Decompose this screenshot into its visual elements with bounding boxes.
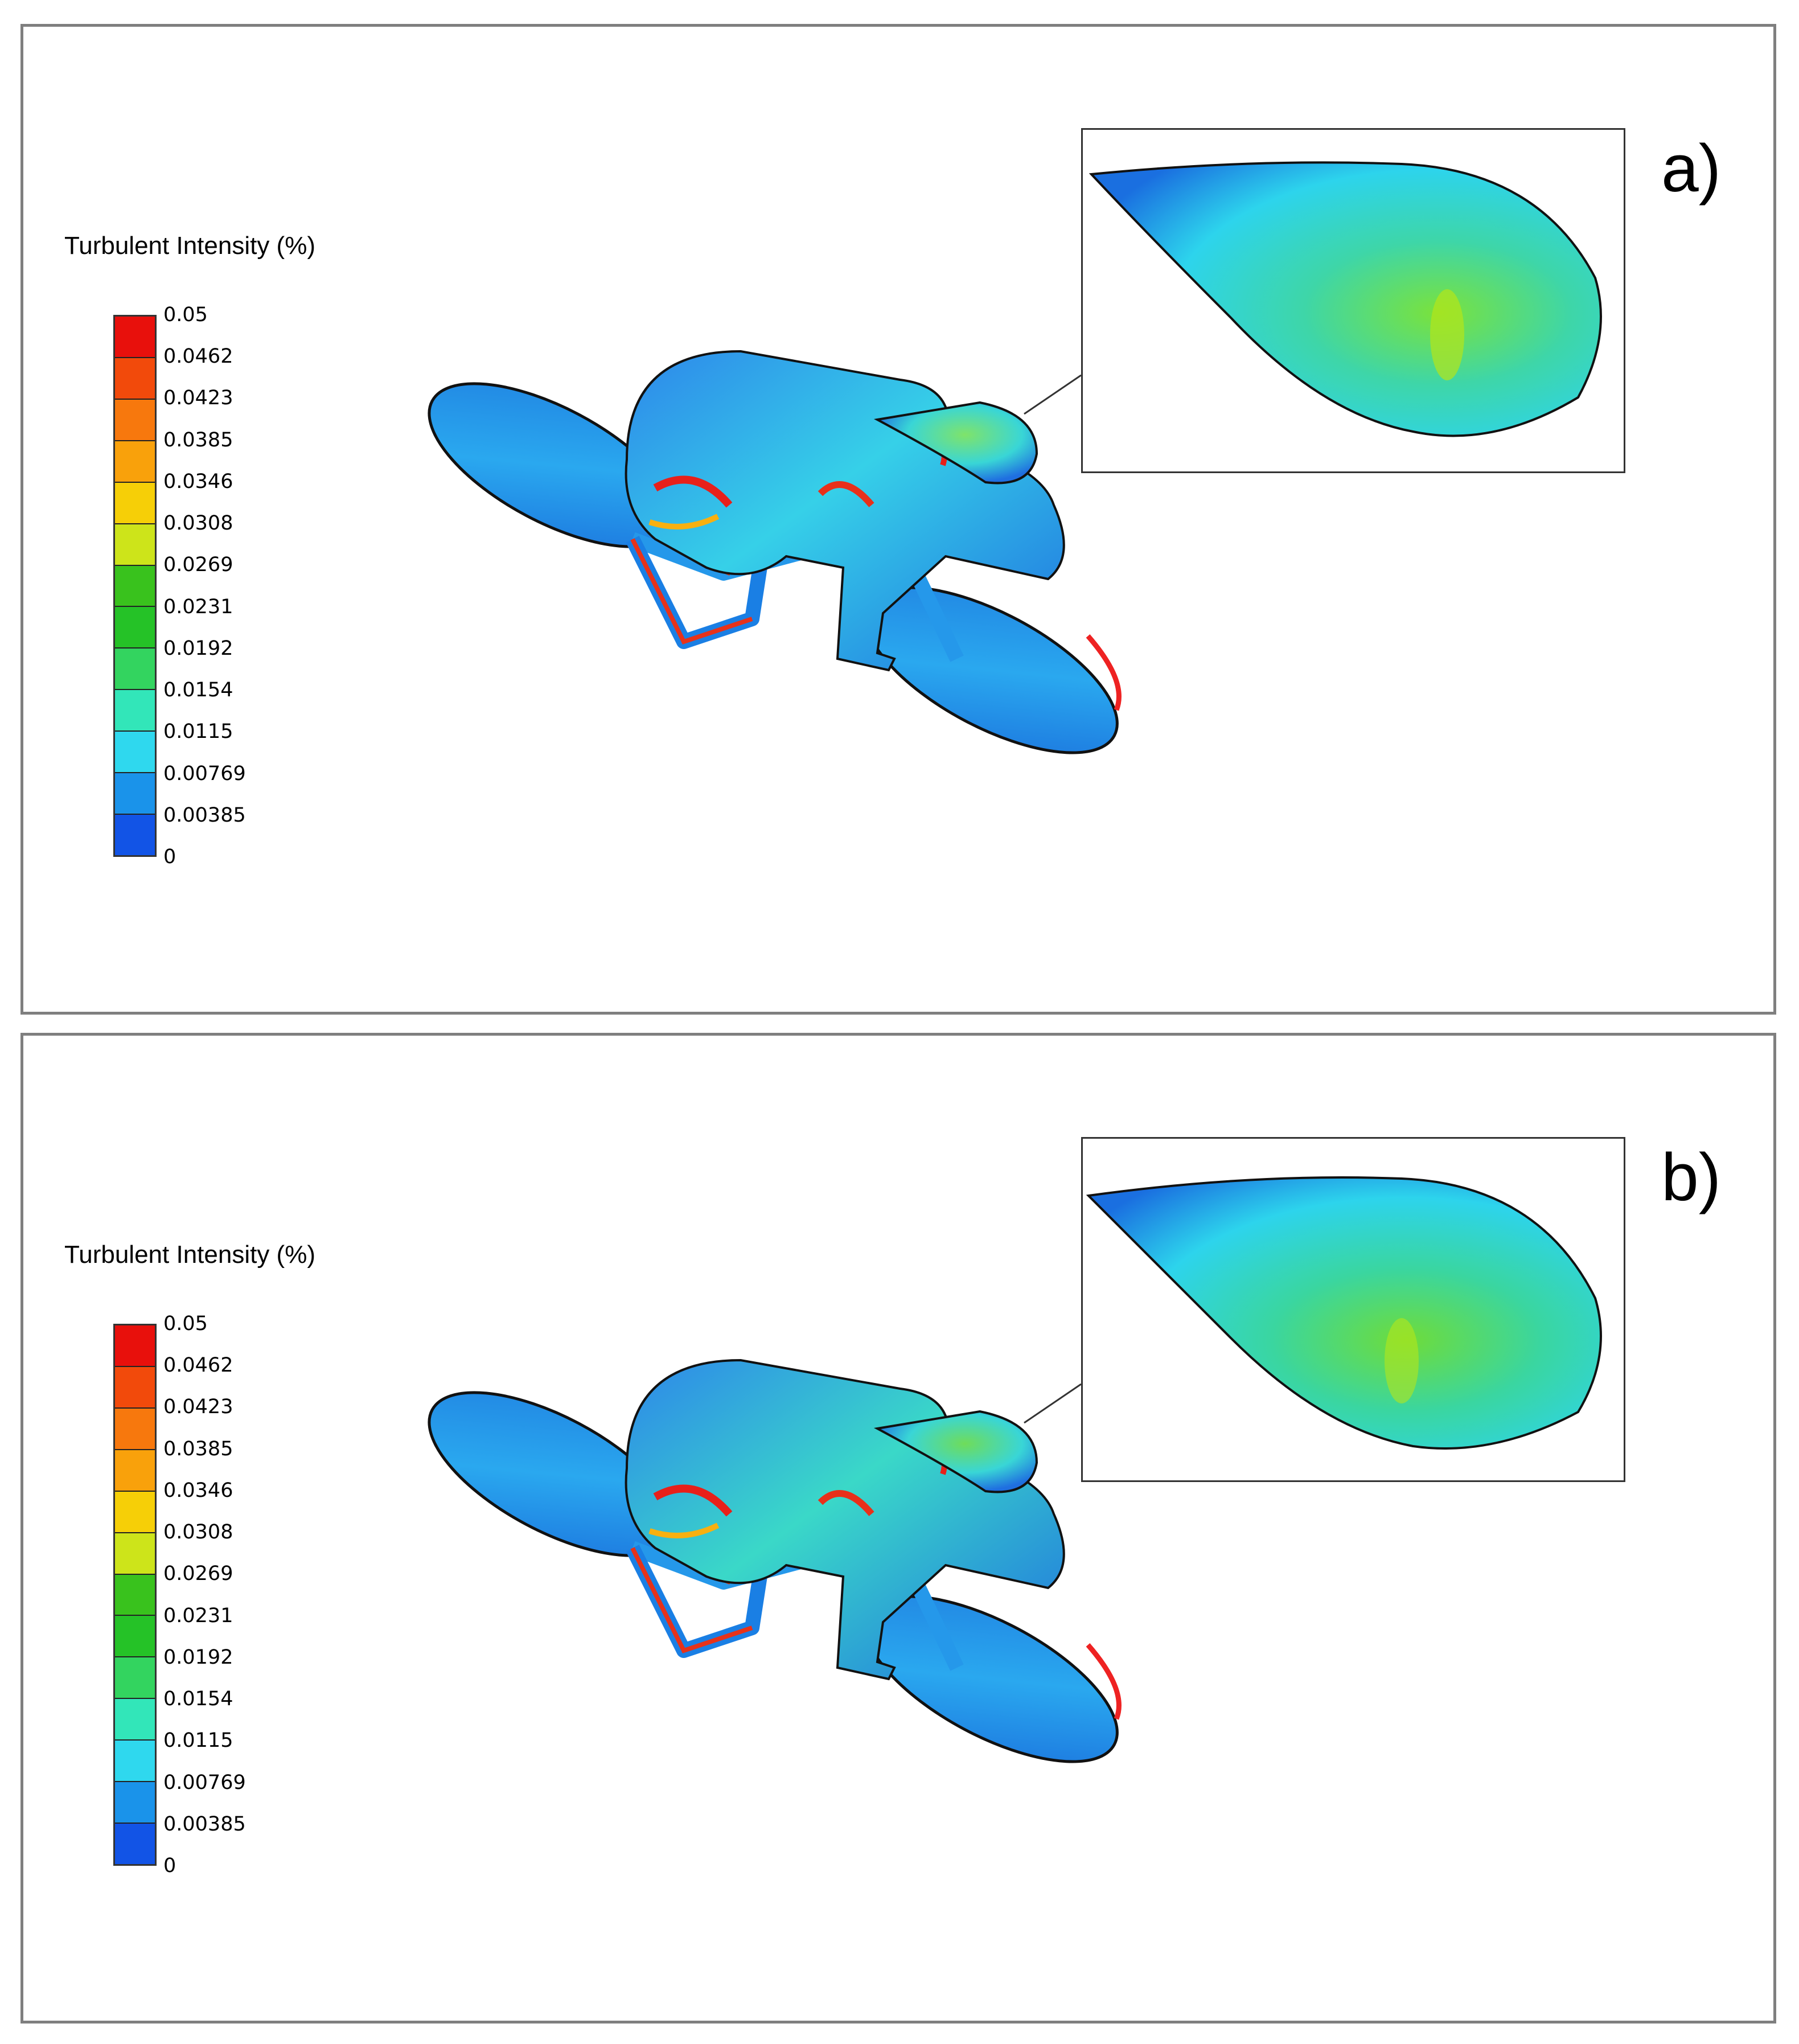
cyclist-cfd-render [428,1358,1122,1763]
rider-helmet [873,401,1038,485]
colorbar-segment [115,1657,155,1700]
colorbar-tick-label: 0 [163,845,176,868]
helmet-zoom-inset [1081,128,1625,473]
colorbar-tick-label: 0.0154 [163,1688,233,1711]
colorbar-segment [115,1366,155,1409]
colorbar [113,315,157,857]
colorbar-tick-label: 0.0462 [163,1354,233,1377]
helmet-zoom-inset [1081,1137,1625,1482]
colorbar-tick-label: 0.0115 [163,1729,233,1752]
colorbar-tick-label: 0.00769 [163,762,246,785]
colorbar-segment [115,1782,155,1824]
colorbar-segment [115,815,155,855]
colorbar-tick-label: 0.0423 [163,1395,233,1419]
colorbar-segment [115,524,155,566]
colorbar-tick-label: 0.00769 [163,1771,246,1794]
colorbar-tick-label: 0.0192 [163,637,233,660]
colorbar-tick-label: 0.0308 [163,512,233,535]
colorbar-tick-label: 0.0192 [163,1645,233,1669]
colorbar-tick-label: 0.0308 [163,1521,233,1544]
colorbar-tick-label: 0.0346 [163,470,233,493]
colorbar-segment [115,690,155,732]
colorbar-tick-label: 0.0269 [163,553,233,577]
colorbar-tick-label: 0.0154 [163,679,233,702]
colorbar-segment [115,1450,155,1492]
colorbar-tick-label: 0.0346 [163,1479,233,1502]
cyclist-cfd-render [428,350,1122,754]
colorbar-tick-label: 0.05 [163,1312,208,1335]
colorbar-segment [115,607,155,649]
colorbar-segment [115,649,155,691]
colorbar-segment [115,1741,155,1783]
colorbar-segment [115,1616,155,1658]
colorbar-segment [115,482,155,524]
colorbar-segment [115,565,155,608]
panel-label: a) [1661,131,1721,206]
colorbar-segment [115,1533,155,1575]
panel-label: b) [1661,1140,1721,1215]
colorbar-segment [115,773,155,815]
colorbar-tick-label: 0.05 [163,303,208,326]
colorbar-tick-label: 0.0385 [163,428,233,452]
helmet-closeup [1086,1176,1602,1450]
colorbar-segment [115,1325,155,1367]
legend-title: Turbulent Intensity (%) [64,232,315,260]
panel-a: a) Turbulent Intensity (%) 0.05 0.0462 0.0… [20,24,1776,1015]
colorbar-segment [115,399,155,441]
panel-b: b) Turbulent Intensity (%) 0.05 0.0462 0.0… [20,1033,1776,2024]
colorbar-segment [115,732,155,774]
colorbar-segment [115,317,155,358]
colorbar-tick-label: 0.00385 [163,1812,246,1836]
colorbar-tick-label: 0.0462 [163,345,233,368]
colorbar-segment [115,1408,155,1450]
colorbar-segment [115,1699,155,1741]
colorbar-tick-label: 0.0115 [163,720,233,744]
colorbar [113,1324,157,1866]
colorbar-tick-label: 0.0423 [163,387,233,410]
rider-helmet [873,1410,1038,1493]
colorbar-tick-label: 0.0385 [163,1437,233,1460]
colorbar-tick-label: 0.0231 [163,1604,233,1627]
colorbar-tick-label: 0.0231 [163,595,233,618]
helmet-closeup [1089,161,1602,437]
colorbar-segment [115,1491,155,1533]
colorbar-tick-label: 0.00385 [163,803,246,827]
colorbar-segment [115,441,155,483]
colorbar-segment [115,1574,155,1616]
colorbar-tick-label: 0 [163,1854,176,1877]
legend-title: Turbulent Intensity (%) [64,1241,315,1269]
colorbar-tick-label: 0.0269 [163,1562,233,1586]
colorbar-segment [115,1824,155,1864]
colorbar-segment [115,358,155,400]
